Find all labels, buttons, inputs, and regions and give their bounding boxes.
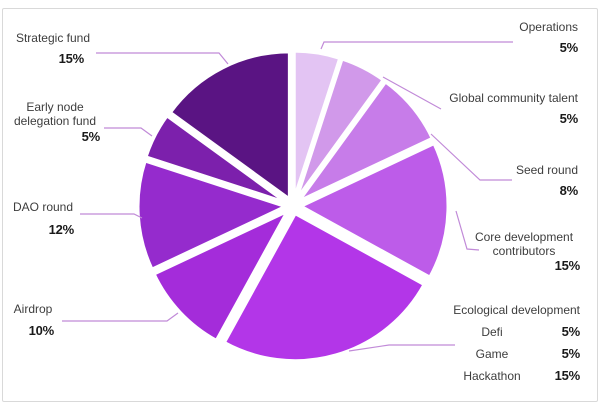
slice-label: Core development contributors (474, 230, 574, 258)
leader-line-strategic-fund (96, 52, 229, 65)
slice-label: Operations (519, 20, 578, 34)
leader-line-core-development-contributors (455, 210, 480, 251)
breakdown-percent: 15% (554, 368, 581, 383)
pie-slice-global-community-talent (295, 57, 385, 201)
slice-label: Seed round (515, 163, 578, 177)
pie-slice-airdrop (152, 209, 289, 342)
leader-line-airdrop (62, 312, 179, 322)
leader-line-operations (320, 41, 513, 50)
callout-operations: Operations 5% (519, 20, 578, 55)
callout-ecological-development: Ecological development Defi 5% Game 5% H… (446, 303, 580, 383)
callout-global-community-talent: Global community talent 5% (449, 91, 578, 126)
slice-percent: 5% (559, 40, 579, 55)
slice-percent: 15% (58, 51, 85, 66)
pie-slice-early-node-delegation-fund (144, 114, 288, 204)
pie-slice-seed-round (297, 80, 434, 203)
slice-percent: 8% (559, 183, 579, 198)
slice-percent: 10% (28, 323, 55, 338)
slice-percent: 12% (48, 222, 75, 237)
pie-slice-ecological-development (222, 212, 426, 363)
slice-percent: 5% (559, 111, 579, 126)
breakdown-row-hackathon: Hackathon 15% (446, 368, 581, 384)
breakdown-percent: 5% (561, 324, 581, 339)
pie-slice-core-development-contributors (299, 142, 450, 279)
breakdown-label: Hackathon (463, 369, 521, 383)
leader-line-dao-round (80, 213, 143, 219)
breakdown-row-game: Game 5% (446, 346, 581, 362)
slice-label: Early node delegation fund (13, 100, 97, 128)
callout-seed-round: Seed round 8% (516, 163, 578, 198)
leader-line-global-community-talent (382, 76, 442, 110)
slice-label: Global community talent (449, 91, 578, 105)
breakdown-label: Defi (481, 325, 503, 339)
slice-percent: 15% (554, 258, 581, 273)
slice-label: DAO round (12, 200, 74, 214)
pie-slice-strategic-fund (168, 50, 291, 201)
callout-early-node-delegation-fund: Early node delegation fund 5% (8, 100, 102, 144)
pie-slice-operations (292, 49, 342, 200)
breakdown-label: Game (475, 347, 509, 361)
callout-airdrop: Airdrop 10% (12, 302, 55, 338)
slice-label: Ecological development (453, 303, 580, 317)
callout-strategic-fund: Strategic fund 15% (14, 31, 92, 66)
slice-label: Strategic fund (15, 31, 91, 45)
callout-dao-round: DAO round 12% (12, 200, 74, 237)
leader-line-seed-round (430, 133, 512, 181)
leader-line-ecological-development (348, 344, 455, 352)
leader-line-early-node-delegation-fund (104, 127, 153, 137)
breakdown-row-defi: Defi 5% (446, 324, 581, 340)
slice-percent: 5% (81, 129, 101, 144)
callout-core-development-contributors: Core development contributors 15% (468, 230, 580, 273)
breakdown-percent: 5% (561, 346, 581, 361)
slice-label: Airdrop (13, 302, 53, 316)
